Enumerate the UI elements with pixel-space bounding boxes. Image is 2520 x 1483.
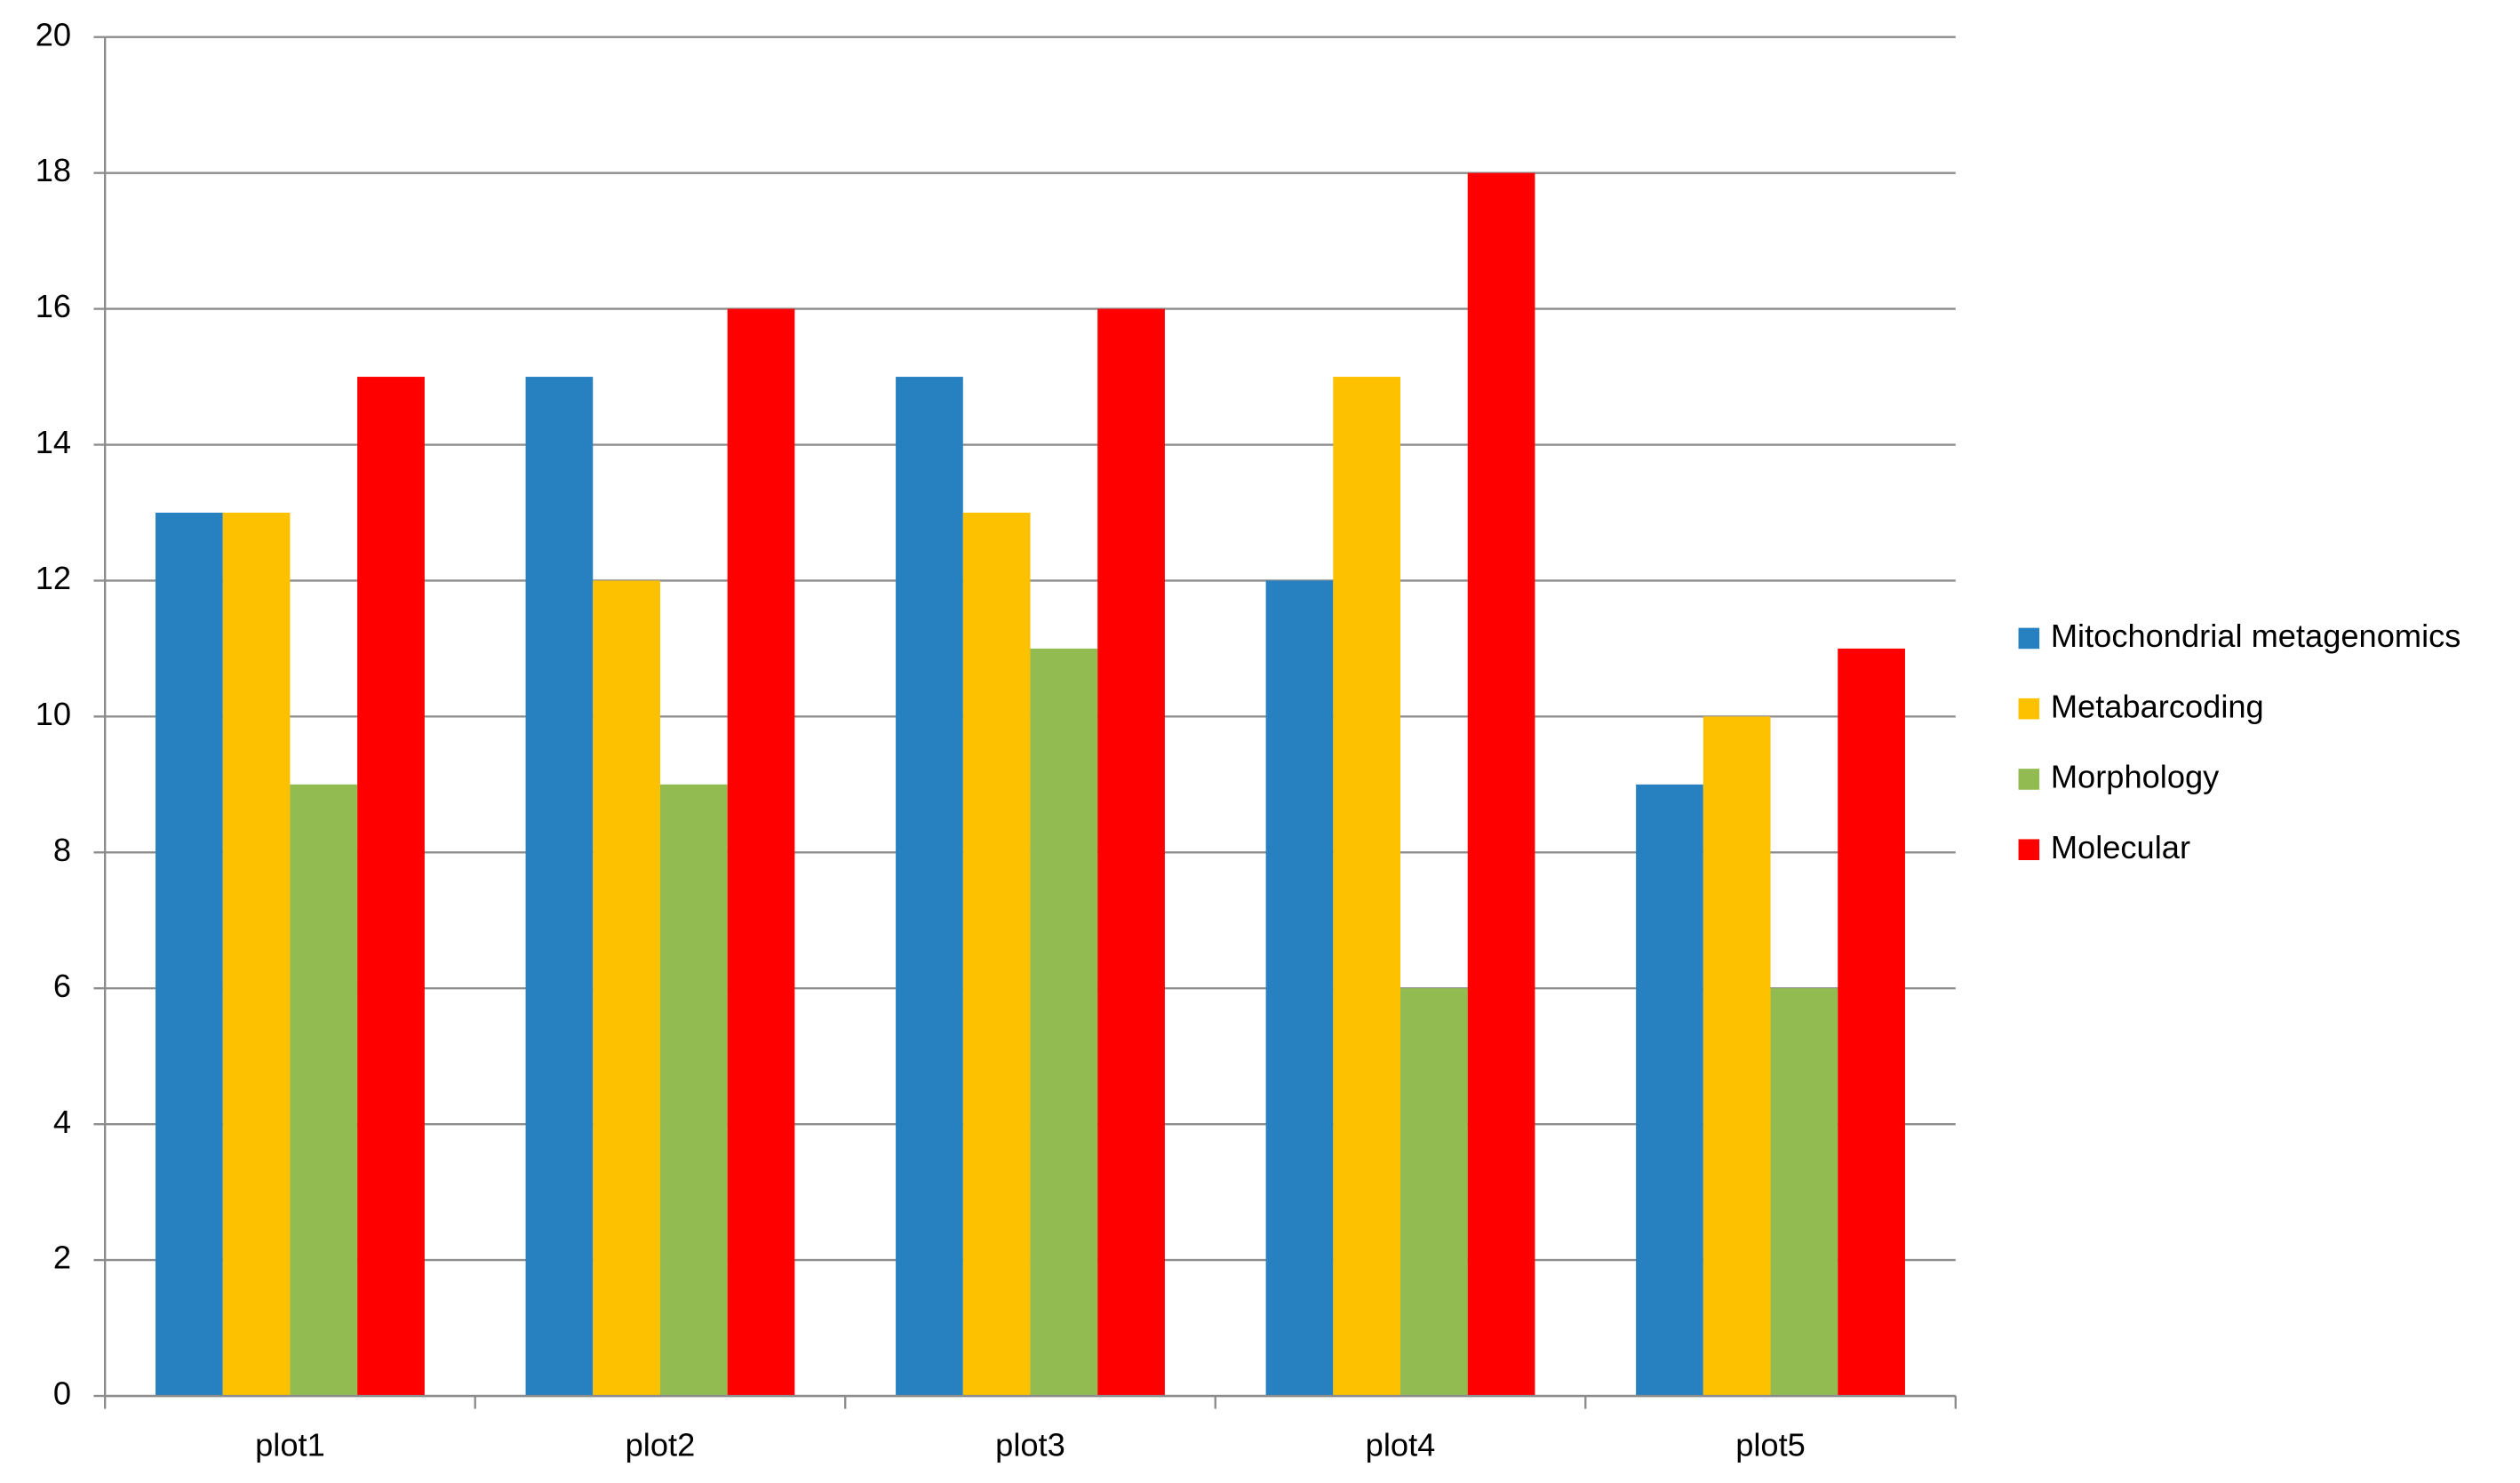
bar — [727, 308, 795, 1397]
bar — [357, 377, 425, 1397]
y-tick-label: 10 — [36, 696, 71, 732]
bar — [962, 512, 1031, 1397]
bar — [156, 512, 223, 1397]
y-tick-label: 16 — [36, 288, 71, 324]
bar — [1097, 308, 1165, 1397]
bar — [1467, 172, 1535, 1397]
bar — [1265, 580, 1334, 1397]
y-tick-label: 20 — [36, 16, 71, 52]
legend-swatch — [2018, 769, 2040, 790]
bar — [1770, 988, 1838, 1397]
bar — [1838, 648, 1905, 1397]
x-tick-label: plot5 — [1735, 1427, 1806, 1463]
y-tick-label: 14 — [36, 424, 71, 460]
y-tick-label: 4 — [53, 1104, 71, 1140]
legend-swatch — [2018, 698, 2040, 720]
bar — [1333, 377, 1401, 1397]
bar — [659, 784, 728, 1397]
bar — [1030, 648, 1098, 1397]
y-tick-label: 8 — [53, 832, 71, 868]
bar — [593, 580, 660, 1397]
legend-label: Metabarcoding — [2051, 688, 2264, 724]
bar — [290, 784, 358, 1397]
x-tick-label: plot3 — [995, 1427, 1065, 1463]
x-tick-label: plot1 — [255, 1427, 325, 1463]
y-tick-label: 18 — [36, 152, 71, 188]
y-tick-label: 0 — [53, 1375, 71, 1412]
bar — [1636, 784, 1703, 1397]
y-tick-label: 2 — [53, 1240, 71, 1276]
bar — [222, 512, 291, 1397]
legend-label: Mitochondrial metagenomics — [2051, 618, 2461, 654]
legend-label: Morphology — [2051, 759, 2220, 795]
y-tick-label: 12 — [36, 560, 71, 596]
y-tick-label: 6 — [53, 968, 71, 1004]
bar — [1400, 988, 1468, 1397]
x-tick-label: plot2 — [626, 1427, 696, 1463]
legend-label: Molecular — [2051, 829, 2190, 865]
bar — [896, 377, 963, 1397]
bar — [525, 377, 594, 1397]
bar — [1703, 716, 1771, 1397]
legend-swatch — [2018, 839, 2040, 861]
legend-swatch — [2018, 627, 2040, 650]
x-tick-label: plot4 — [1366, 1427, 1436, 1463]
